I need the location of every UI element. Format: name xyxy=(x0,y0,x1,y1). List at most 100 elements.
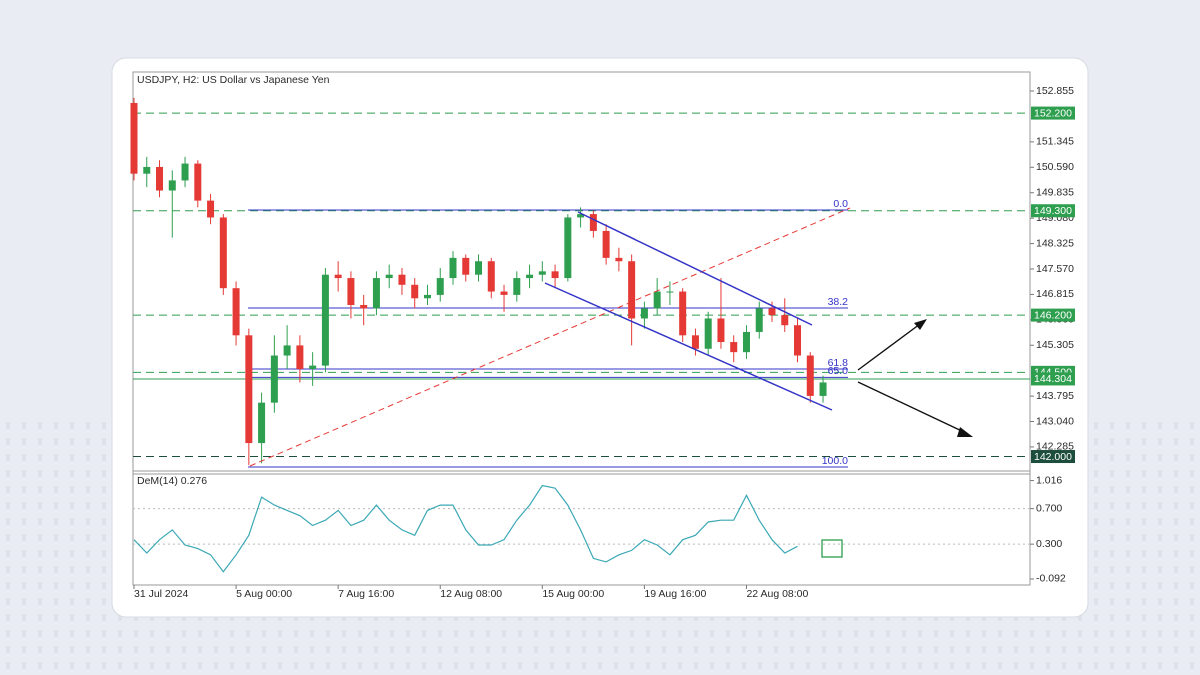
y-tick-label: 143.040 xyxy=(1036,415,1074,427)
candle-body xyxy=(640,308,648,319)
candle-body xyxy=(156,166,164,191)
candle-body xyxy=(449,257,457,279)
highlight-box xyxy=(821,539,843,558)
channel-lower xyxy=(544,282,833,411)
candle-body xyxy=(143,166,151,174)
channel-upper xyxy=(577,211,813,326)
candle-body xyxy=(181,163,189,181)
y-tick-label: 149.835 xyxy=(1036,186,1074,198)
candle-body xyxy=(691,335,699,349)
candle-body xyxy=(742,331,750,353)
candle-body xyxy=(309,365,317,369)
fib-label: 38.2 xyxy=(828,296,849,308)
candle-body xyxy=(666,291,674,293)
card xyxy=(111,57,1089,618)
level-tag xyxy=(1031,450,1075,464)
x-tick-label: 19 Aug 16:00 xyxy=(644,588,706,600)
candle-body xyxy=(679,291,687,336)
candle-body xyxy=(347,278,355,306)
candle-body xyxy=(717,318,725,343)
candle-body xyxy=(462,257,470,275)
candle-body xyxy=(194,163,202,201)
x-tick-label: 7 Aug 16:00 xyxy=(338,588,394,600)
candle-body xyxy=(551,271,559,279)
y-tick-label: 147.570 xyxy=(1036,263,1074,275)
level-label: 142.000 xyxy=(1034,451,1072,463)
candle-body xyxy=(398,274,406,285)
candle-body xyxy=(283,345,291,356)
candle-body xyxy=(819,382,827,396)
candle-body xyxy=(602,230,610,258)
candle-body xyxy=(794,325,802,356)
candle-body xyxy=(207,200,215,218)
candle-body xyxy=(219,217,227,289)
level-label: 146.200 xyxy=(1034,309,1072,321)
y-tick-label: 151.345 xyxy=(1036,136,1074,148)
candle-body xyxy=(513,278,521,295)
candle-body xyxy=(321,274,329,366)
candle-body xyxy=(258,402,266,444)
candle-body xyxy=(526,274,534,279)
x-tick-label: 15 Aug 00:00 xyxy=(542,588,604,600)
candle-body xyxy=(296,345,304,369)
y-tick-label: 0.300 xyxy=(1036,538,1062,550)
candle-body xyxy=(475,261,483,275)
candle-body xyxy=(500,291,508,295)
y-tick-label: 150.590 xyxy=(1036,161,1074,173)
candle-body xyxy=(653,291,661,309)
level-label: 152.200 xyxy=(1034,107,1072,119)
indicator-line xyxy=(133,484,798,573)
candle-body xyxy=(385,274,393,279)
candle-body xyxy=(538,271,546,275)
candle-body xyxy=(372,278,380,309)
y-tick-label: -0.092 xyxy=(1036,573,1066,585)
candle-body xyxy=(334,274,342,279)
level-label: 144.304 xyxy=(1034,373,1072,385)
x-tick-label: 12 Aug 08:00 xyxy=(440,588,502,600)
candle-body xyxy=(628,261,636,319)
level-tag xyxy=(1031,308,1075,322)
arrow-down xyxy=(857,381,973,437)
y-tick-label: 152.855 xyxy=(1036,85,1074,97)
candle-body xyxy=(577,214,585,218)
indicator-title: DeM(14) 0.276 xyxy=(137,475,207,487)
y-tick-label: 0.700 xyxy=(1036,502,1062,514)
y-tick-label: 142.285 xyxy=(1036,441,1074,453)
candle-body xyxy=(423,294,431,299)
fib-label: 61.8 xyxy=(828,357,849,369)
candle-body xyxy=(730,342,738,353)
level-tag xyxy=(1031,372,1075,386)
y-tick-label: 145.305 xyxy=(1036,339,1074,351)
candle-body xyxy=(768,308,776,316)
candle-body xyxy=(755,308,763,332)
candle-body xyxy=(232,288,240,336)
candle-body xyxy=(615,257,623,262)
y-tick-label: 1.016 xyxy=(1036,474,1062,486)
x-tick-label: 5 Aug 00:00 xyxy=(236,588,292,600)
x-tick-label: 22 Aug 08:00 xyxy=(746,588,808,600)
level-label: 149.300 xyxy=(1034,205,1072,217)
candle-body xyxy=(589,214,597,231)
candle-body xyxy=(806,355,814,396)
candle-body xyxy=(564,217,572,279)
fib-label: 0.0 xyxy=(833,198,848,210)
level-tag xyxy=(1031,204,1075,218)
candle-body xyxy=(270,355,278,403)
candle-body xyxy=(704,318,712,349)
y-tick-label: 143.795 xyxy=(1036,390,1074,402)
candle-body xyxy=(436,278,444,295)
candle-body xyxy=(245,335,253,444)
fib-label: 65.0 xyxy=(828,365,849,377)
candle-body xyxy=(360,305,368,309)
candle-body xyxy=(411,284,419,299)
fib-label: 100.0 xyxy=(822,455,848,467)
x-tick-label: 31 Jul 2024 xyxy=(134,588,188,600)
candle-body xyxy=(130,102,138,174)
trend-line xyxy=(249,207,851,467)
candle-body xyxy=(168,180,176,191)
y-tick-label: 148.325 xyxy=(1036,237,1074,249)
candle-body xyxy=(487,261,495,292)
plot-frame xyxy=(132,71,1031,586)
